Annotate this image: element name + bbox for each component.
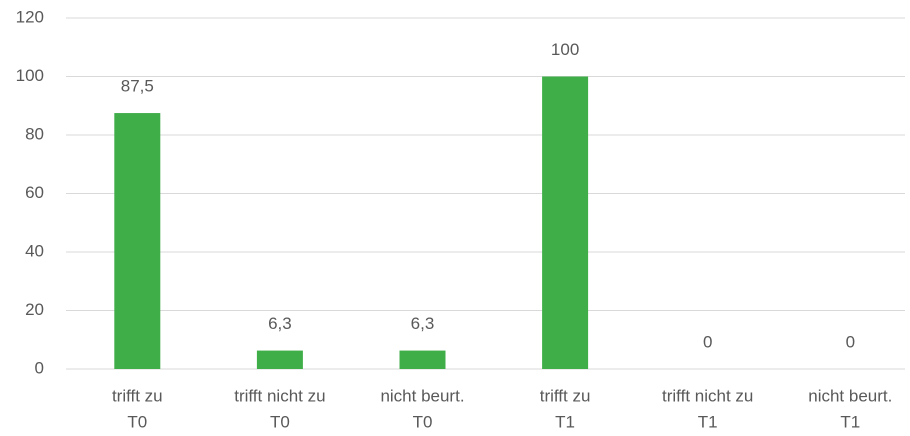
x-tick-label: T1 xyxy=(698,412,718,431)
value-label: 6,3 xyxy=(268,314,292,333)
y-tick-label: 120 xyxy=(16,7,44,26)
y-tick-label: 40 xyxy=(25,241,44,260)
x-tick-label: trifft zu xyxy=(112,386,163,405)
x-tick-label: T0 xyxy=(127,412,147,431)
y-tick-label: 100 xyxy=(16,66,44,85)
bar xyxy=(256,350,303,369)
y-tick-label: 60 xyxy=(25,183,44,202)
y-tick-label: 0 xyxy=(35,358,44,377)
value-label: 0 xyxy=(846,332,855,351)
y-tick-label: 80 xyxy=(25,124,44,143)
x-tick-label: trifft nicht zu xyxy=(662,386,753,405)
x-tick-label: T1 xyxy=(555,412,575,431)
bar xyxy=(114,113,161,369)
value-label: 87,5 xyxy=(121,77,154,96)
value-label: 0 xyxy=(703,332,712,351)
x-tick-label: T0 xyxy=(413,412,433,431)
y-tick-label: 20 xyxy=(25,300,44,319)
x-tick-label: trifft zu xyxy=(540,386,591,405)
x-tick-label: T1 xyxy=(840,412,860,431)
value-label: 6,3 xyxy=(411,314,435,333)
bar xyxy=(399,350,446,369)
bar xyxy=(542,76,589,369)
x-tick-label: T0 xyxy=(270,412,290,431)
x-tick-label: trifft nicht zu xyxy=(234,386,325,405)
x-tick-label: nicht beurt. xyxy=(380,386,464,405)
value-label: 100 xyxy=(551,40,579,59)
x-tick-label: nicht beurt. xyxy=(808,386,892,405)
